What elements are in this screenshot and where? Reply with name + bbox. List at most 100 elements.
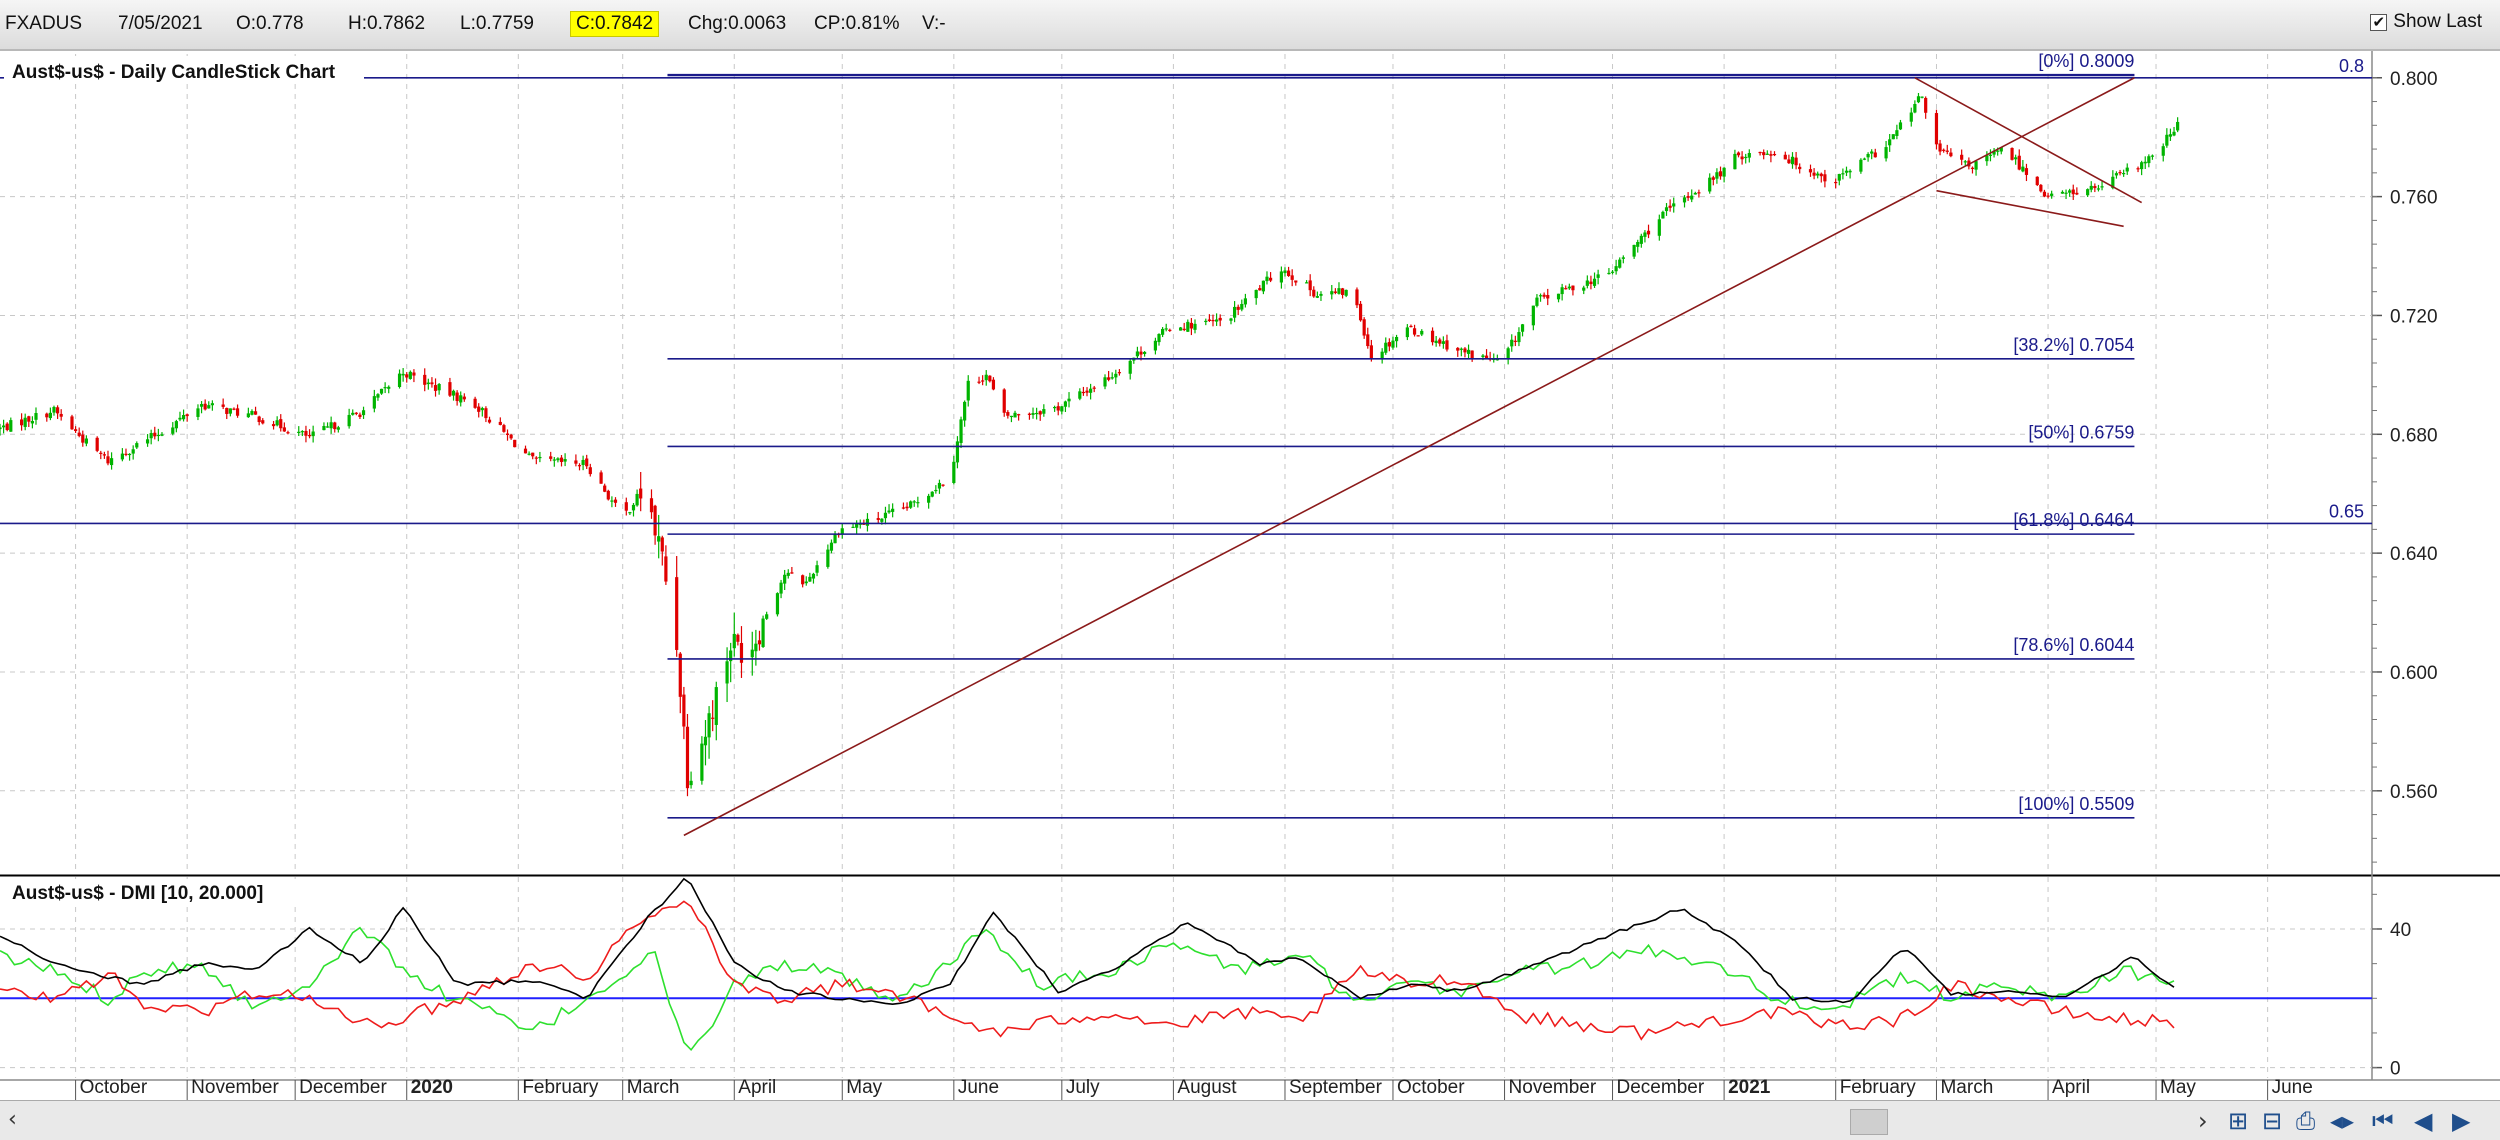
minus-di-line [0, 900, 2175, 1041]
candle-body [1243, 298, 1247, 305]
dmi-title-background [4, 879, 304, 905]
expand-icon[interactable]: ◂▸ [2330, 1107, 2355, 1135]
candle-body [1657, 219, 1661, 236]
candle-body [880, 518, 884, 522]
candle-body [1369, 345, 1373, 359]
candle-body [1542, 294, 1546, 297]
go-first-icon[interactable]: ⏮ [2372, 1107, 2394, 1135]
candle-body [451, 390, 456, 396]
candle-body [1913, 103, 1917, 113]
fib-level-label: [38.2%] 0.7054 [2013, 335, 2134, 355]
x-month-label: December [1617, 1077, 1705, 1098]
candle-body [761, 618, 765, 647]
previous-icon[interactable]: ◀ [2414, 1107, 2433, 1135]
candle-body [966, 380, 970, 401]
candle-body [1790, 156, 1795, 165]
candle-body [1614, 266, 1618, 272]
candle-body [876, 518, 880, 520]
open-label: O:0.778 [236, 13, 304, 34]
candle-body [1063, 401, 1068, 407]
candle-body [1963, 161, 1967, 163]
candle-body [430, 382, 434, 385]
candle-body [714, 687, 718, 725]
candle-body [372, 396, 376, 409]
zoom-out-icon[interactable]: ⊟ [2262, 1107, 2283, 1135]
candle-body [2111, 176, 2115, 189]
candle-body [682, 694, 686, 727]
candle-body [433, 385, 438, 391]
candle-body [1621, 257, 1625, 259]
candle-body [700, 743, 704, 781]
scroll-thumb[interactable] [1850, 1109, 1888, 1135]
candle-body [1898, 122, 1903, 130]
candle-body [556, 458, 560, 461]
scroll-right-arrow-icon[interactable]: › [2198, 1107, 2208, 1135]
candle-body [509, 434, 513, 439]
candle-body [2093, 186, 2097, 189]
candle-body [1643, 232, 1647, 237]
candle-body [1664, 207, 1669, 212]
chart-canvas[interactable]: 0.560 0.600 0.640 0.680 0.720 0.760 0.800 0 40 Oc… [0, 51, 2500, 1100]
candle-body [955, 441, 960, 463]
x-month-label: July [1066, 1077, 1100, 1098]
candle-body [930, 491, 934, 497]
candle-body [181, 415, 186, 420]
candle-body [639, 488, 643, 499]
candle-body [963, 401, 967, 421]
checkbox-check-icon: ✔ [2370, 13, 2388, 31]
candle-body [2086, 189, 2090, 196]
y-tick-label: 0.600 [2390, 663, 2438, 684]
candle-body [1866, 153, 1870, 158]
scroll-left-arrow-icon[interactable]: ‹ [8, 1107, 17, 1132]
y-tick-label: 0.720 [2390, 306, 2438, 327]
candle-body [1002, 389, 1006, 413]
candle-body [30, 421, 34, 424]
candle-body [1859, 159, 1863, 172]
candle-body [628, 512, 632, 514]
candle-body [1027, 413, 1032, 415]
candle-body [1103, 377, 1107, 387]
candle-body [1182, 328, 1186, 330]
candle-body [1711, 177, 1715, 180]
candle-body [552, 459, 556, 461]
candle-body [333, 422, 337, 430]
candle-body [613, 499, 618, 503]
candle-body [1697, 192, 1701, 194]
candle-body [703, 736, 708, 746]
candle-body [653, 505, 657, 536]
candle-body [52, 406, 56, 413]
candle-body [1110, 377, 1114, 379]
candle-body [2168, 134, 2173, 137]
zoom-in-icon[interactable]: ⊞ [2228, 1107, 2249, 1135]
candle-body [635, 493, 639, 506]
candle-body [765, 614, 769, 619]
candle-body [300, 431, 304, 433]
show-last-checkbox[interactable]: ✔ Show Last [2370, 11, 2482, 33]
candle-body [1304, 282, 1309, 284]
candle-body [1585, 280, 1589, 286]
candle-body [815, 565, 819, 573]
candle-body [574, 460, 578, 464]
candle-body [826, 549, 830, 567]
candle-body [1265, 276, 1269, 282]
candle-body [1078, 391, 1082, 399]
date-label: 7/05/2021 [118, 13, 203, 34]
candle-body [1117, 372, 1122, 374]
candle-body [660, 537, 664, 552]
print-icon[interactable]: ⎙ [2296, 1107, 2316, 1135]
candle-body [225, 407, 229, 414]
candle-body [2136, 168, 2140, 170]
candle-body [1441, 341, 1445, 344]
candle-body [2014, 157, 2018, 160]
candle-body [379, 388, 384, 394]
candle-body [1344, 289, 1348, 296]
candle-body [1567, 286, 1571, 289]
candle-body [1733, 153, 1737, 170]
volume-label: V:- [922, 13, 946, 34]
candle-body [1996, 150, 2000, 152]
trend-line [1936, 189, 2124, 228]
candle-body [1816, 173, 1820, 176]
candle-body [1092, 387, 1096, 389]
candle-body [135, 443, 139, 448]
next-icon[interactable]: ▶ [2452, 1107, 2471, 1135]
